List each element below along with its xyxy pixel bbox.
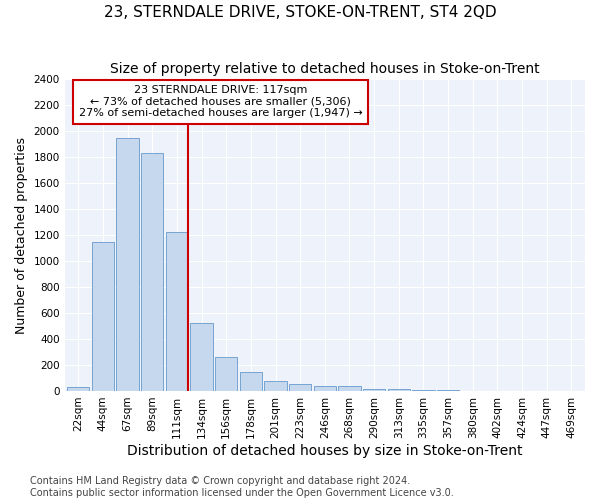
Bar	[190, 324, 212, 391]
Text: 23 STERNDALE DRIVE: 117sqm
← 73% of detached houses are smaller (5,306)
27% of s: 23 STERNDALE DRIVE: 117sqm ← 73% of deta…	[79, 86, 362, 118]
Bar	[388, 390, 410, 391]
Text: 23, STERNDALE DRIVE, STOKE-ON-TRENT, ST4 2QD: 23, STERNDALE DRIVE, STOKE-ON-TRENT, ST4…	[104, 5, 496, 20]
Bar	[338, 386, 361, 391]
Y-axis label: Number of detached properties: Number of detached properties	[15, 136, 28, 334]
Bar	[412, 390, 434, 391]
Bar	[265, 380, 287, 391]
Bar	[289, 384, 311, 391]
Bar	[166, 232, 188, 391]
X-axis label: Distribution of detached houses by size in Stoke-on-Trent: Distribution of detached houses by size …	[127, 444, 523, 458]
Bar	[67, 387, 89, 391]
Bar	[314, 386, 336, 391]
Bar	[92, 242, 114, 391]
Bar	[437, 390, 459, 391]
Text: Contains HM Land Registry data © Crown copyright and database right 2024.
Contai: Contains HM Land Registry data © Crown c…	[30, 476, 454, 498]
Bar	[141, 153, 163, 391]
Bar	[240, 372, 262, 391]
Bar	[363, 390, 385, 391]
Title: Size of property relative to detached houses in Stoke-on-Trent: Size of property relative to detached ho…	[110, 62, 539, 76]
Bar	[116, 138, 139, 391]
Bar	[215, 356, 237, 391]
